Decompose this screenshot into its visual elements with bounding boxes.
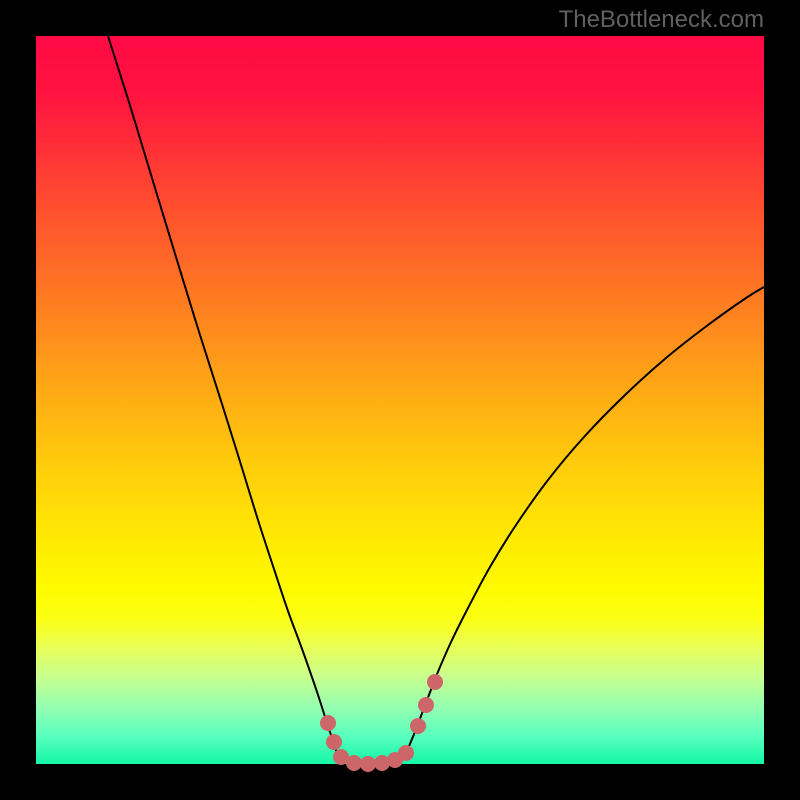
curve-marker bbox=[360, 756, 376, 772]
curve-layer bbox=[36, 36, 764, 764]
curve-marker bbox=[346, 755, 362, 771]
chart-container: TheBottleneck.com bbox=[0, 0, 800, 800]
curve-marker bbox=[410, 718, 426, 734]
curve-marker bbox=[320, 715, 336, 731]
plot-area bbox=[36, 36, 764, 764]
curve-marker bbox=[418, 697, 434, 713]
bottleneck-curve bbox=[108, 36, 764, 764]
watermark-text: TheBottleneck.com bbox=[559, 6, 764, 34]
curve-marker bbox=[398, 745, 414, 761]
curve-marker bbox=[427, 674, 443, 690]
curve-marker bbox=[326, 734, 342, 750]
